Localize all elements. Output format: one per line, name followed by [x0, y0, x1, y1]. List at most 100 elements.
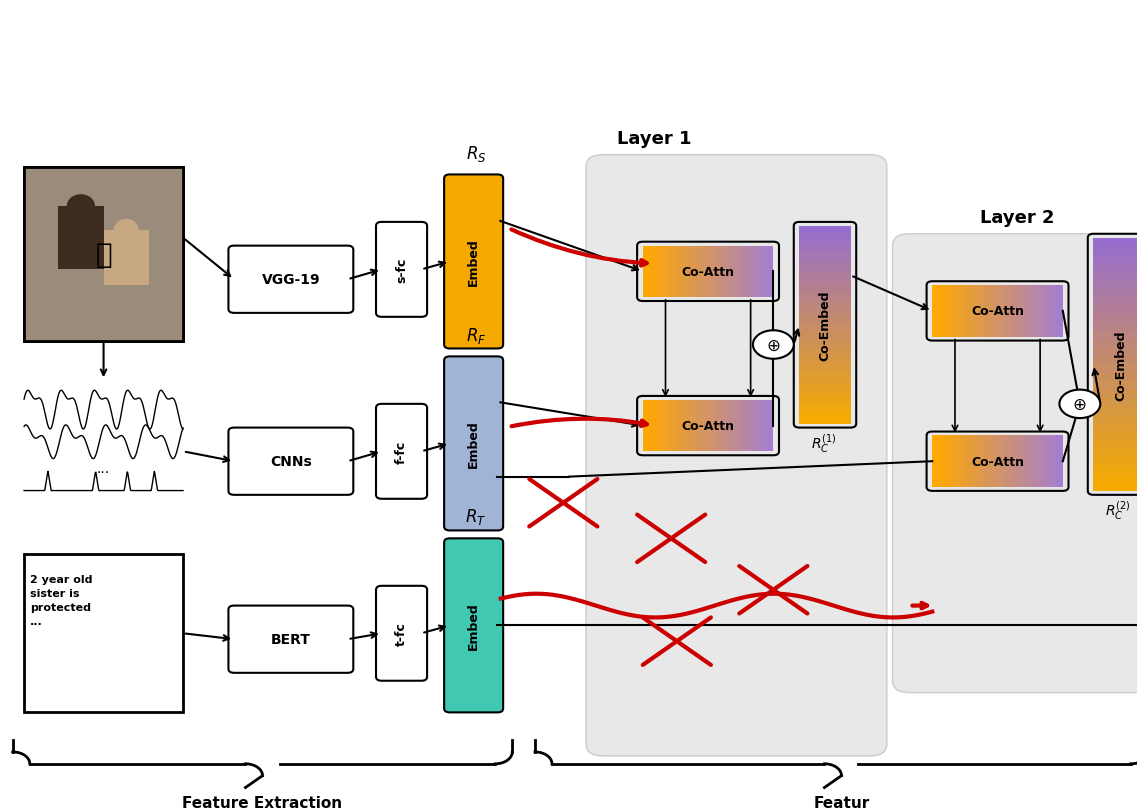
- Text: Co-Embed: Co-Embed: [818, 290, 832, 361]
- Bar: [965, 436, 972, 487]
- Text: 2 year old
sister is
protected
...: 2 year old sister is protected ...: [30, 574, 92, 626]
- Bar: [682, 401, 688, 452]
- Bar: [1094, 390, 1138, 398]
- Bar: [800, 306, 850, 312]
- Bar: [800, 358, 850, 365]
- Bar: [741, 247, 748, 298]
- Bar: [800, 332, 850, 338]
- Ellipse shape: [67, 195, 96, 219]
- Bar: [800, 279, 850, 285]
- Text: Co-Attn: Co-Attn: [682, 265, 734, 278]
- Bar: [800, 240, 850, 247]
- Bar: [932, 285, 939, 337]
- Bar: [24, 167, 183, 341]
- Bar: [669, 401, 676, 452]
- Bar: [721, 401, 727, 452]
- Bar: [708, 401, 715, 452]
- Bar: [800, 378, 850, 384]
- Text: Co-Embed: Co-Embed: [1114, 329, 1128, 400]
- Bar: [753, 247, 760, 298]
- FancyBboxPatch shape: [24, 167, 183, 341]
- Bar: [643, 247, 650, 298]
- Bar: [978, 285, 984, 337]
- Bar: [715, 401, 721, 452]
- Text: $R_T$: $R_T$: [465, 507, 487, 527]
- Bar: [734, 401, 741, 452]
- Bar: [1011, 436, 1017, 487]
- Bar: [800, 260, 850, 266]
- Bar: [767, 401, 774, 452]
- Bar: [998, 436, 1004, 487]
- Bar: [1094, 306, 1138, 315]
- Bar: [991, 436, 998, 487]
- Text: Co-Attn: Co-Attn: [682, 419, 734, 432]
- Bar: [734, 247, 741, 298]
- Bar: [701, 401, 708, 452]
- Bar: [669, 247, 676, 298]
- Bar: [984, 285, 991, 337]
- Bar: [800, 247, 850, 253]
- Text: Feature Extraction: Feature Extraction: [182, 796, 343, 810]
- Bar: [688, 401, 695, 452]
- Bar: [1004, 285, 1011, 337]
- Bar: [1004, 436, 1011, 487]
- Bar: [1094, 238, 1138, 247]
- Text: Layer 2: Layer 2: [980, 208, 1055, 226]
- Bar: [650, 247, 655, 298]
- Bar: [800, 365, 850, 371]
- Bar: [767, 247, 774, 298]
- Bar: [1049, 285, 1056, 337]
- FancyBboxPatch shape: [229, 247, 353, 314]
- Bar: [1030, 436, 1037, 487]
- Bar: [1049, 436, 1056, 487]
- Text: CNNs: CNNs: [270, 455, 312, 469]
- Bar: [800, 418, 850, 424]
- Bar: [1024, 436, 1030, 487]
- FancyBboxPatch shape: [444, 539, 503, 713]
- Bar: [1030, 285, 1037, 337]
- Bar: [655, 401, 662, 452]
- Bar: [760, 401, 767, 452]
- FancyBboxPatch shape: [586, 156, 887, 756]
- Bar: [1094, 281, 1138, 289]
- Text: $R_S$: $R_S$: [465, 144, 486, 164]
- Bar: [1011, 285, 1017, 337]
- Bar: [991, 285, 998, 337]
- Bar: [708, 247, 715, 298]
- Bar: [695, 401, 701, 452]
- Bar: [643, 401, 650, 452]
- Bar: [800, 384, 850, 391]
- Ellipse shape: [114, 220, 139, 242]
- Bar: [998, 285, 1004, 337]
- Text: Layer 1: Layer 1: [617, 130, 692, 148]
- Bar: [965, 285, 972, 337]
- Bar: [939, 285, 946, 337]
- Text: Embed: Embed: [467, 238, 480, 286]
- Bar: [1094, 255, 1138, 264]
- Bar: [800, 226, 850, 233]
- Text: Embed: Embed: [467, 602, 480, 650]
- Bar: [1037, 285, 1044, 337]
- Bar: [1024, 285, 1030, 337]
- Bar: [932, 436, 939, 487]
- FancyBboxPatch shape: [376, 223, 427, 317]
- Bar: [1094, 415, 1138, 424]
- Text: Co-Attn: Co-Attn: [971, 305, 1024, 318]
- Bar: [946, 436, 951, 487]
- Bar: [676, 247, 682, 298]
- Text: t-fc: t-fc: [395, 621, 409, 646]
- Bar: [727, 401, 734, 452]
- Bar: [748, 401, 753, 452]
- FancyBboxPatch shape: [376, 405, 427, 499]
- Text: $R_C^{(2)}$: $R_C^{(2)}$: [1105, 499, 1130, 521]
- Bar: [727, 247, 734, 298]
- Bar: [1094, 440, 1138, 449]
- Bar: [1044, 285, 1049, 337]
- Bar: [741, 401, 748, 452]
- Bar: [1094, 373, 1138, 382]
- Bar: [58, 207, 104, 270]
- Bar: [1094, 398, 1138, 407]
- FancyBboxPatch shape: [24, 555, 183, 713]
- Text: BERT: BERT: [271, 633, 311, 646]
- Bar: [688, 247, 695, 298]
